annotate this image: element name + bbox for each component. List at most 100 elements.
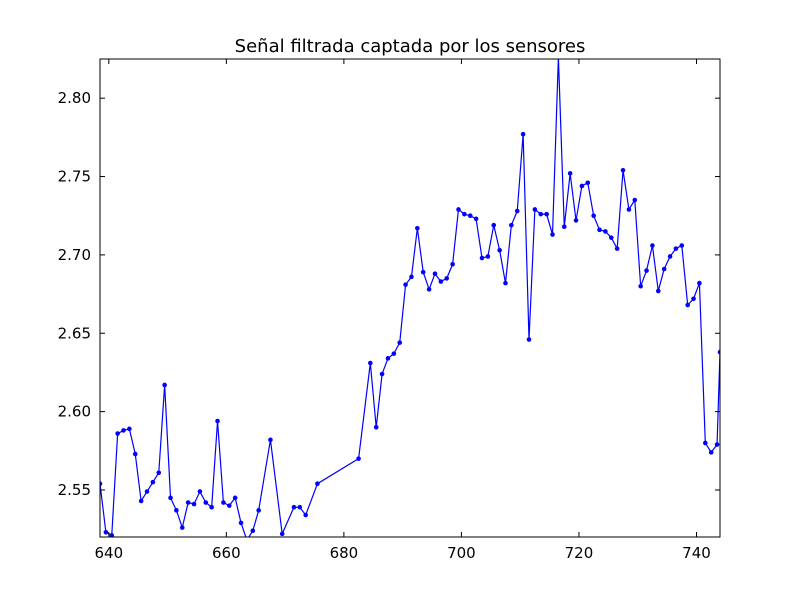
chart-title: Señal filtrada captada por los sensores xyxy=(235,36,586,57)
data-point xyxy=(391,351,397,356)
y-tick-label: 2.75 xyxy=(58,168,91,186)
data-point xyxy=(397,340,403,345)
x-tick-label: 700 xyxy=(447,544,476,562)
data-point xyxy=(291,504,297,510)
data-point xyxy=(608,235,614,240)
data-point xyxy=(550,232,555,237)
data-point xyxy=(479,255,485,261)
data-point xyxy=(567,171,573,176)
y-tick-label: 2.80 xyxy=(58,89,91,107)
data-point xyxy=(585,180,591,186)
data-point xyxy=(673,246,679,251)
y-tick-label: 2.55 xyxy=(58,481,91,499)
y-tick-label: 2.60 xyxy=(58,403,91,421)
data-point xyxy=(203,500,209,505)
data-point xyxy=(438,279,444,284)
data-point xyxy=(579,183,585,189)
data-point xyxy=(245,538,250,543)
data-point xyxy=(426,287,432,292)
data-point xyxy=(297,504,303,510)
data-point xyxy=(209,504,214,510)
ticks-layer: 640 660 680 700 720 740 2.55 2.60 2.65 2.70 2.75 2.… xyxy=(58,59,720,562)
data-point xyxy=(650,243,655,248)
data-point xyxy=(109,533,115,537)
data-point xyxy=(420,269,426,275)
data-point xyxy=(432,271,438,277)
data-point xyxy=(509,222,514,228)
data-point xyxy=(473,216,479,222)
x-tick-label: 660 xyxy=(212,544,241,562)
data-point xyxy=(685,302,690,308)
data-point xyxy=(215,418,220,424)
data-point xyxy=(303,512,308,518)
plot-frame xyxy=(99,58,721,538)
data-point xyxy=(179,525,185,530)
data-point xyxy=(697,280,702,286)
data-point xyxy=(127,426,132,432)
data-point xyxy=(368,360,373,366)
data-point xyxy=(485,254,491,259)
data-point xyxy=(708,450,714,455)
data-point xyxy=(379,371,385,377)
y-tick-label: 2.70 xyxy=(58,246,91,264)
data-point xyxy=(315,481,320,487)
data-point xyxy=(467,213,473,219)
data-point xyxy=(614,246,620,251)
data-point xyxy=(156,470,162,476)
data-point xyxy=(197,489,203,494)
series-line xyxy=(100,59,720,537)
data-point xyxy=(655,288,661,294)
data-point xyxy=(250,528,256,534)
data-point xyxy=(714,442,720,447)
data-point xyxy=(450,262,455,267)
data-point xyxy=(185,500,191,505)
data-point xyxy=(103,530,109,535)
x-tick-label: 680 xyxy=(330,544,359,562)
data-point xyxy=(168,495,173,501)
y-tick-label: 2.65 xyxy=(58,324,91,342)
data-point xyxy=(532,207,538,212)
data-point xyxy=(591,213,596,219)
data-point xyxy=(491,222,497,228)
data-point xyxy=(462,211,467,217)
data-point xyxy=(497,247,502,253)
data-point xyxy=(385,356,391,361)
data-point xyxy=(238,520,244,526)
data-point xyxy=(279,531,285,537)
data-point xyxy=(620,167,626,173)
data-point xyxy=(268,437,273,443)
data-point xyxy=(679,243,685,248)
data-point xyxy=(150,479,156,485)
data-point xyxy=(597,227,602,233)
data-point xyxy=(456,207,461,212)
data-point xyxy=(226,503,232,508)
data-point xyxy=(644,268,649,273)
data-point xyxy=(691,296,696,302)
data-point xyxy=(603,229,608,234)
data-point xyxy=(221,500,226,505)
x-tick-label: 720 xyxy=(565,544,594,562)
data-point xyxy=(409,274,414,280)
data-point xyxy=(115,431,120,436)
series-layer xyxy=(100,59,720,543)
data-point xyxy=(373,425,379,430)
data-point xyxy=(191,501,197,507)
data-point xyxy=(174,508,179,513)
data-point xyxy=(626,207,632,212)
data-point xyxy=(638,283,643,289)
x-tick-label: 640 xyxy=(94,544,123,562)
data-point xyxy=(415,225,420,231)
data-point xyxy=(444,276,450,281)
data-point xyxy=(526,337,532,342)
data-point xyxy=(514,208,520,214)
data-point xyxy=(121,428,126,433)
x-tick-label: 740 xyxy=(682,544,711,562)
data-point xyxy=(717,349,720,355)
data-point xyxy=(573,218,579,223)
data-point xyxy=(356,456,361,461)
data-point xyxy=(144,489,150,494)
data-point xyxy=(561,224,567,229)
data-point xyxy=(544,211,549,217)
data-point xyxy=(703,440,708,446)
